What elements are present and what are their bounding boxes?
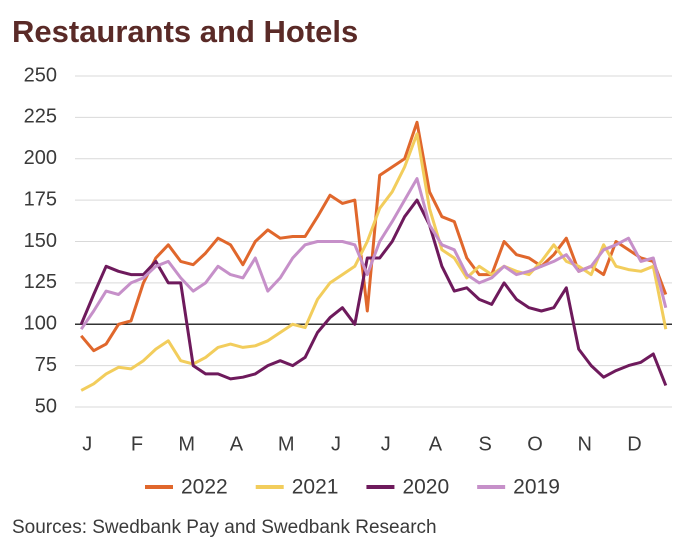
x-tick-label: M [278,433,295,455]
y-tick-label: 50 [35,395,57,417]
y-tick-label: 150 [24,230,57,252]
y-tick-label: 100 [24,313,57,335]
x-tick-label: D [627,433,641,455]
series-line [79,177,668,331]
x-tick-label: A [230,433,244,455]
x-tick-label: M [178,433,195,455]
x-tick-label: O [527,433,543,455]
y-tick-label: 225 [24,106,57,128]
y-tick-label: 75 [35,354,57,376]
x-tick-label: J [381,433,391,455]
x-tick-label: F [131,433,143,455]
x-tick-label: S [479,433,492,455]
x-tick-label: N [577,433,591,455]
y-tick-label: 250 [24,64,57,86]
legend-label: 2021 [292,476,339,499]
x-tick-label: A [429,433,443,455]
x-tick-label: J [331,433,341,455]
source-note: Sources: Swedbank Pay and Swedbank Resea… [12,517,437,538]
legend-label: 2019 [513,476,560,499]
y-tick-label: 200 [24,147,57,169]
legend-label: 2022 [181,476,228,499]
series-line [80,132,668,392]
y-tick-label: 125 [24,271,57,293]
x-tick-label: J [82,433,92,455]
y-tick-label: 175 [24,188,57,210]
series-line [80,120,668,353]
legend-label: 2020 [402,476,449,499]
chart-title: Restaurants and Hotels [12,14,358,49]
